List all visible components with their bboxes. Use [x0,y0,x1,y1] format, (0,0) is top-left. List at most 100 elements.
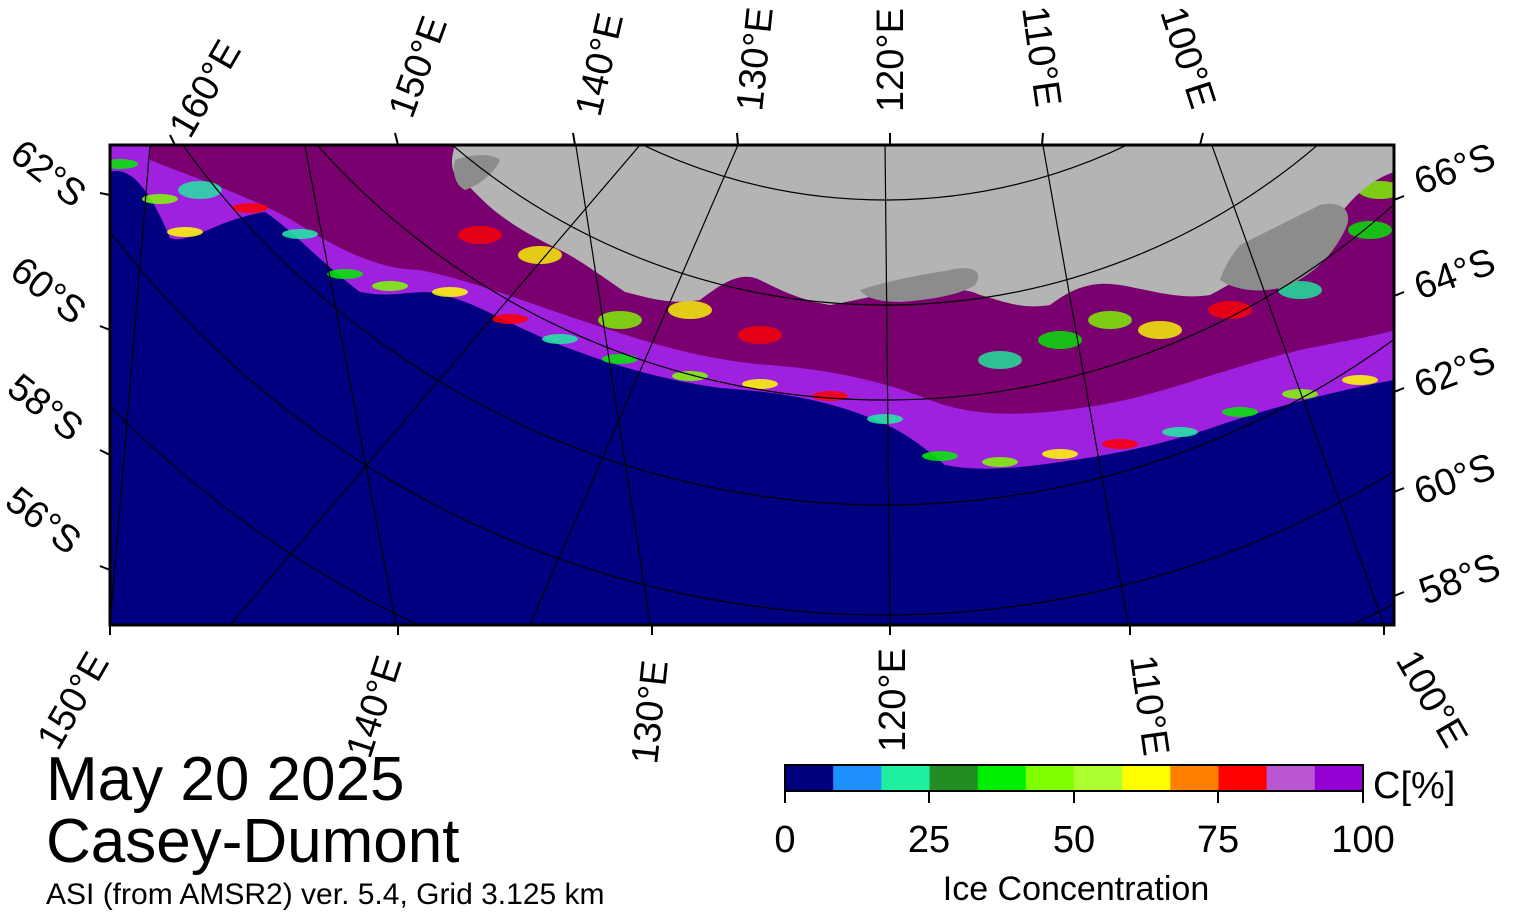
lon-label-bottom: 110°E [1121,652,1177,758]
colorbar-swatch [1314,765,1364,791]
frame-tick [1393,291,1405,297]
lat-label-right: 62°S [1409,339,1501,407]
colorbar-swatch [1170,765,1219,791]
ice-patch [1208,301,1252,319]
meridian-line [304,145,397,625]
ice-edge-patch [142,194,178,204]
ice-edge-patch [672,371,708,381]
colorbar-tick-label: 50 [1053,819,1095,861]
lon-label-top: 150°E [381,11,456,123]
ice-edge-patch [1162,427,1198,437]
colorbar-swatch [785,765,834,791]
ice-edge-patch [167,227,203,237]
frame-tick [1199,132,1204,146]
ice-edge-patch [1282,389,1318,399]
lat-label-left: 62°S [2,132,93,216]
lon-label-top: 100°E [1151,2,1223,114]
parallel-line [316,145,1394,401]
parallel-line [110,230,1394,616]
colorbar-swatch [1218,765,1268,791]
ice-edge-patch [110,159,138,169]
colorbar-tick-label: 0 [774,819,795,861]
ice-edge-patch [812,391,848,401]
ice-patch [978,351,1022,369]
lon-label-top: 160°E [161,33,249,144]
meridian-line [1211,145,1385,625]
lon-label-top: 120°E [870,8,912,112]
colorbar-tick-label: 25 [908,819,950,861]
ice-patch [1278,281,1322,299]
ice-edge-patch [742,379,778,389]
parallel-line [641,145,1129,201]
lat-label-right: 58°S [1414,546,1506,614]
meridian-line [110,145,151,625]
meridian-line [1042,145,1129,625]
date-label: May 20 2025 [46,745,405,814]
frame-tick [1393,487,1405,493]
frame-ticks [99,132,1405,635]
frame-tick [99,192,111,196]
graticule-lines [110,145,1394,625]
meridian-line [229,145,641,625]
colorbar-swatch [1074,765,1123,791]
colorbar-tick-label: 100 [1331,819,1394,861]
ice-patch [518,246,562,264]
frame-tick [1393,195,1405,201]
ice-patch [1348,221,1392,239]
ice-patch [1088,311,1132,329]
colorbar-swatch [1122,765,1171,791]
ice-edge-patch [1342,375,1378,385]
antarctic-land [452,145,1394,307]
frame-tick [572,132,576,146]
meridian-line [575,145,652,625]
lat-label-left: 58°S [0,366,91,450]
lat-label-left: 60°S [2,249,93,333]
ice-patch [598,311,642,329]
parallel-line [182,145,1394,506]
colorbar-swatches [785,765,1364,791]
ice-patch [1138,321,1182,339]
colorbar-title: Ice Concentration [943,870,1210,908]
lat-label-right: 64°S [1409,241,1501,309]
ice-patch [178,181,222,199]
ice-edge-patch [492,314,528,324]
colorbar-swatch [1025,765,1075,791]
lon-label-bottom: 130°E [624,658,677,766]
colorbar-unit-label: C[%] [1373,765,1455,807]
parallel-line [451,145,1319,306]
lon-label-top: 140°E [568,9,632,120]
ice-patch [738,326,782,344]
ice-edge-patch [1042,449,1078,459]
frame-tick [1041,132,1044,146]
ice-edge-patch [372,281,408,291]
lon-label-bottom: 120°E [872,648,914,752]
region-label: Casey-Dumont [46,807,460,876]
map-frame [108,143,1396,627]
source-label: ASI (from AMSR2) ver. 5.4, Grid 3.125 km [46,878,605,911]
colorbar-swatch [881,765,930,791]
ice-edge-patch [867,414,903,424]
colorbar-swatch [929,765,979,791]
ice-patch [1038,331,1082,349]
colorbar-tick-label: 75 [1197,819,1239,861]
lat-label-left: 56°S [0,479,89,563]
ice-patch [458,226,502,244]
lon-label-bottom: 150°E [29,645,117,756]
frame-tick [99,449,111,456]
frame-tick [736,132,739,146]
ice-edge-patch [282,229,318,239]
ice-edge-patch [327,269,363,279]
ice-edge-patch [922,451,958,461]
map-content [110,145,1394,625]
frame-tick [1393,591,1405,597]
frame-tick [99,325,111,331]
frame-tick [1393,387,1405,393]
ice-edge-patch [1102,439,1138,449]
lat-label-right: 60°S [1409,446,1501,514]
left-latitude-labels: 62°S 60°S 58°S 56°S [0,132,94,563]
colorbar-ticks [784,791,1364,803]
meridian-line [529,145,739,625]
colorbar-swatch [977,765,1027,791]
ice-patch [668,301,712,319]
